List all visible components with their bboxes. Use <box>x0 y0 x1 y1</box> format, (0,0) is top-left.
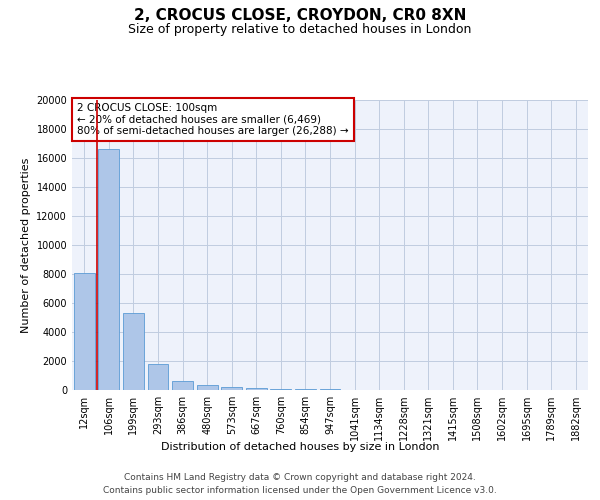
Bar <box>148 364 169 390</box>
Text: Size of property relative to detached houses in London: Size of property relative to detached ho… <box>128 22 472 36</box>
Text: 2 CROCUS CLOSE: 100sqm
← 20% of detached houses are smaller (6,469)
80% of semi-: 2 CROCUS CLOSE: 100sqm ← 20% of detached… <box>77 103 349 136</box>
Bar <box>98 150 119 390</box>
Bar <box>123 313 144 390</box>
Bar <box>221 387 242 390</box>
Text: Contains public sector information licensed under the Open Government Licence v3: Contains public sector information licen… <box>103 486 497 495</box>
Bar <box>295 389 316 390</box>
Bar <box>74 274 95 390</box>
Bar <box>172 381 193 390</box>
Bar <box>271 389 292 390</box>
Text: Contains HM Land Registry data © Crown copyright and database right 2024.: Contains HM Land Registry data © Crown c… <box>124 472 476 482</box>
Text: 2, CROCUS CLOSE, CROYDON, CR0 8XN: 2, CROCUS CLOSE, CROYDON, CR0 8XN <box>134 8 466 22</box>
Text: Distribution of detached houses by size in London: Distribution of detached houses by size … <box>161 442 439 452</box>
Bar <box>197 385 218 390</box>
Bar <box>246 388 267 390</box>
Y-axis label: Number of detached properties: Number of detached properties <box>21 158 31 332</box>
